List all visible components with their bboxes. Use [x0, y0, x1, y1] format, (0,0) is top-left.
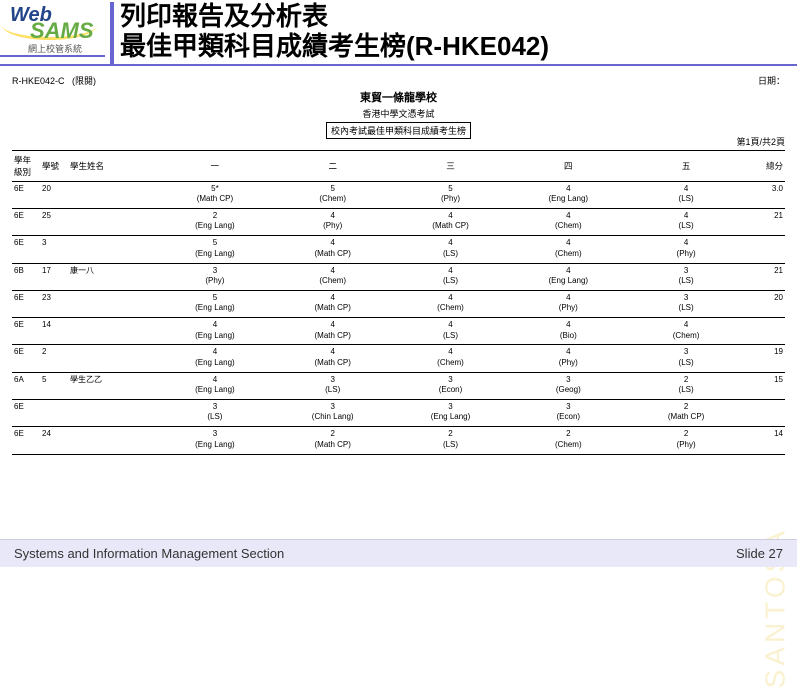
col-subj-3: 三: [392, 150, 510, 181]
table-row: 6B17康一八3(Phy)4(Chem)4(LS)4(Eng Lang)3(LS…: [12, 263, 785, 288]
title-line-1: 列印報告及分析表: [120, 2, 549, 32]
col-subj-2: 二: [274, 150, 392, 181]
title-block: 列印報告及分析表 最佳甲類科目成績考生榜(R-HKE042): [110, 2, 549, 64]
table-row: 6E3(LS)3(Chin Lang)3(Eng Lang)3(Econ)2(M…: [12, 400, 785, 425]
report-table: 學年級別 學號 學生姓名 一 二 三 四 五 總分 6E205*(Math CP…: [12, 150, 785, 455]
col-subj-1: 一: [156, 150, 274, 181]
row-separator: [12, 452, 785, 454]
report-title-center: 東貿一條龍學校 香港中學文憑考試 校內考試最佳甲類科目成績考生榜: [12, 89, 785, 139]
col-subj-4: 四: [509, 150, 627, 181]
logo-sams-text: SAMS: [30, 18, 94, 44]
col-name: 學生姓名: [68, 150, 156, 181]
logo-subtitle: 網上校管系統: [28, 42, 82, 55]
table-row: 6E235(Eng Lang)4(Math CP)4(Chem)4(Phy)3(…: [12, 290, 785, 315]
table-row: 6E144(Eng Lang)4(Math CP)4(LS)4(Bio)4(Ch…: [12, 318, 785, 343]
col-seat: 學號: [40, 150, 68, 181]
footer-left: Systems and Information Management Secti…: [14, 546, 284, 561]
table-row: 6E24(Eng Lang)4(Math CP)4(Chem)4(Phy)3(L…: [12, 345, 785, 370]
table-row: 6E243(Eng Lang)2(Math CP)2(LS)2(Chem)2(P…: [12, 427, 785, 452]
exam-name: 香港中學文憑考試: [12, 107, 785, 120]
report-preview: R-HKE042-C (限閱) 日期： 東貿一條龍學校 香港中學文憑考試 校內考…: [0, 66, 797, 455]
table-row: 6E35(Eng Lang)4(Math CP)4(LS)4(Chem)4(Ph…: [12, 236, 785, 261]
slide-header: Web SAMS 網上校管系統 列印報告及分析表 最佳甲類科目成績考生榜(R-H…: [0, 0, 797, 66]
report-code: R-HKE042-C (限閱): [12, 74, 96, 87]
table-header: 學年級別 學號 學生姓名 一 二 三 四 五 總分: [12, 150, 785, 181]
table-row: 6E252(Eng Lang)4(Phy)4(Math CP)4(Chem)4(…: [12, 209, 785, 234]
report-head-row: R-HKE042-C (限閱) 日期：: [12, 74, 785, 87]
col-subj-5: 五: [627, 150, 745, 181]
websams-logo: Web SAMS 網上校管系統: [0, 2, 105, 57]
table-row: 6A5學生乙乙4(Eng Lang)3(LS)3(Econ)3(Geog)2(L…: [12, 372, 785, 397]
boxed-report-title: 校內考試最佳甲類科目成績考生榜: [326, 122, 471, 139]
slide-footer: Systems and Information Management Secti…: [0, 539, 797, 567]
school-name: 東貿一條龍學校: [12, 89, 785, 105]
table-row: 6E205*(Math CP)5(Chem)5(Phy)4(Eng Lang)4…: [12, 181, 785, 206]
col-year: 學年級別: [12, 150, 40, 181]
title-line-2: 最佳甲類科目成績考生榜(R-HKE042): [120, 32, 549, 62]
col-total: 總分: [745, 150, 785, 181]
footer-right: Slide 27: [736, 546, 783, 561]
table-body: 6E205*(Math CP)5(Chem)5(Phy)4(Eng Lang)4…: [12, 181, 785, 454]
report-date-label: 日期：: [758, 74, 785, 87]
